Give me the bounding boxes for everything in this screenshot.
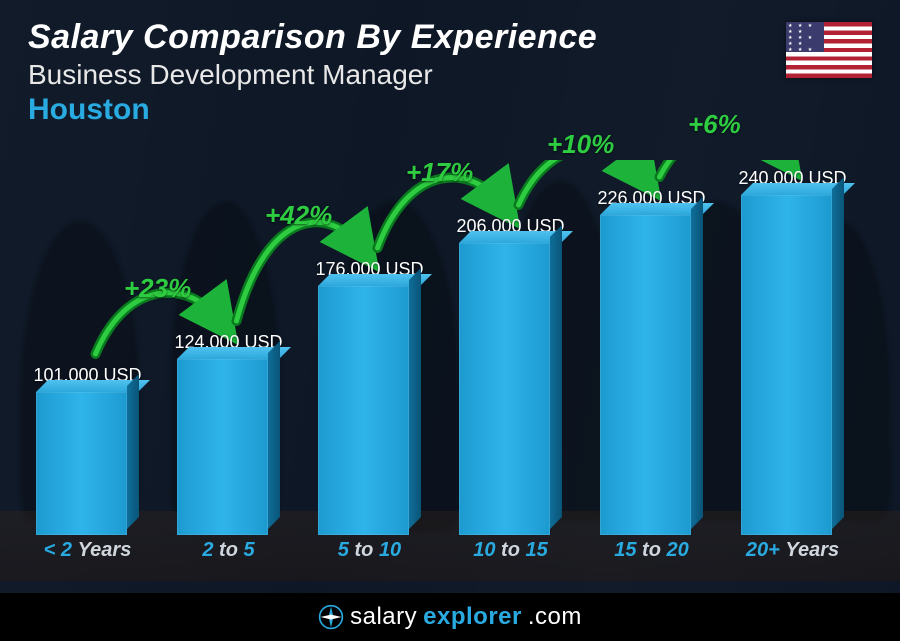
- bar-slot: 206,000 USD: [455, 160, 566, 535]
- increment-label: +10%: [547, 129, 614, 160]
- increment-label: +42%: [265, 200, 332, 231]
- compass-icon: [318, 604, 344, 630]
- bar: [600, 215, 702, 535]
- bar: [318, 286, 420, 535]
- bar-slot: 101,000 USD: [32, 160, 143, 535]
- bar: [177, 359, 279, 535]
- infographic-canvas: Salary Comparison By Experience Business…: [0, 0, 900, 641]
- bar-slot: 240,000 USD: [737, 160, 848, 535]
- x-axis-label: < 2 Years: [32, 539, 143, 569]
- bar-slot: 226,000 USD: [596, 160, 707, 535]
- bars-row: 101,000 USD124,000 USD176,000 USD206,000…: [20, 160, 860, 535]
- x-axis-label: 10 to 15: [455, 539, 566, 569]
- page-title: Salary Comparison By Experience: [28, 18, 597, 57]
- x-axis-label: 2 to 5: [173, 539, 284, 569]
- x-axis-label: 15 to 20: [596, 539, 707, 569]
- page-city: Houston: [28, 93, 597, 127]
- header: Salary Comparison By Experience Business…: [28, 18, 597, 127]
- footer: salaryexplorer.com: [0, 593, 900, 641]
- bar: [36, 392, 138, 535]
- bar: [741, 195, 843, 535]
- x-axis-label: 5 to 10: [314, 539, 425, 569]
- us-flag-icon: ★ ★ ★ ★ ★★ ★ ★ ★ ★★ ★ ★ ★ ★★ ★ ★ ★ ★: [786, 22, 872, 78]
- page-subtitle: Business Development Manager: [28, 59, 597, 91]
- footer-brand-left: salary: [350, 603, 417, 631]
- footer-brand-right: explorer: [423, 603, 522, 631]
- increment-label: +6%: [688, 109, 741, 140]
- x-axis: < 2 Years 2 to 5 5 to 10 10 to 15 15 to 20 20…: [20, 539, 860, 569]
- increment-label: +23%: [124, 273, 191, 304]
- x-axis-label: 20+ Years: [737, 539, 848, 569]
- footer-domain-suffix: .com: [528, 603, 582, 631]
- salary-bar-chart: 101,000 USD124,000 USD176,000 USD206,000…: [20, 160, 860, 569]
- increment-label: +17%: [406, 157, 473, 188]
- bar: [459, 243, 561, 535]
